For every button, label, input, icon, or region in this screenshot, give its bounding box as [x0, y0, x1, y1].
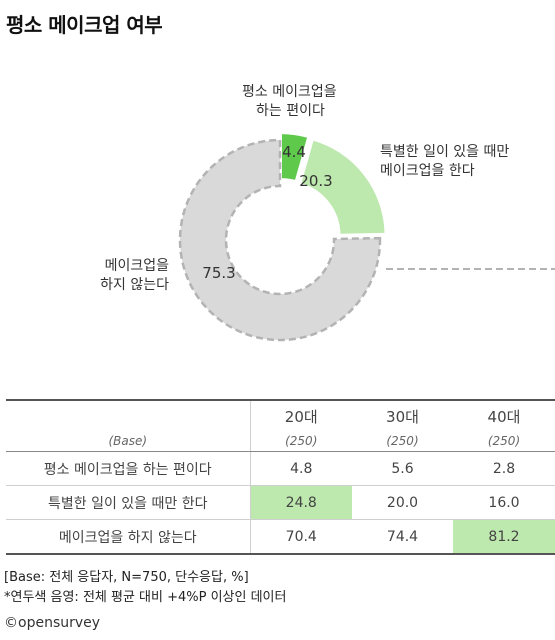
- table-row: 평소 메이크업을 하는 편이다 4.8 5.6 2.8: [6, 451, 555, 486]
- slice-value-none: 75.3: [202, 264, 235, 282]
- column-header-1: 30대: [352, 399, 453, 431]
- table-cell: 74.4: [352, 519, 453, 555]
- table-cell: 2.8: [453, 451, 555, 486]
- donut-slice-regular: [279, 132, 310, 183]
- table-cell: 5.6: [352, 451, 453, 486]
- header-corner-cell: [6, 399, 251, 431]
- slice-value-regular: 4.4: [282, 143, 306, 161]
- row-label: 메이크업을 하지 않는다: [6, 519, 251, 555]
- row-label: 평소 메이크업을 하는 편이다: [6, 451, 251, 486]
- base-note: [Base: 전체 응답자, N=750, 단수응답, %]: [4, 570, 249, 585]
- table-cell: 20.0: [352, 485, 453, 520]
- slice-label-none: 메이크업을 하지 않는다: [100, 258, 169, 293]
- base-count-2: (250): [453, 431, 555, 452]
- table-cell: 70.4: [250, 519, 352, 555]
- table-header-row: 20대 30대 40대: [6, 399, 555, 431]
- donut-slice-occasional: [299, 138, 387, 236]
- row-label: 특별한 일이 있을 때만 한다: [6, 485, 251, 520]
- breakdown-table: 20대 30대 40대 (Base) (250) (250) (250) 평소 메이크업을 하…: [6, 399, 555, 555]
- table-cell: 16.0: [453, 485, 555, 520]
- slice-label-occasional: 특별한 일이 있을 때만 메이크업을 한다: [380, 144, 509, 179]
- base-count-1: (250): [352, 431, 453, 452]
- column-header-0: 20대: [250, 399, 352, 431]
- table-cell: 81.2: [453, 519, 555, 555]
- table-base-row: (Base) (250) (250) (250): [6, 431, 555, 452]
- chart-title: 평소 메이크업 여부: [6, 13, 163, 37]
- donut-chart: 4.4 평소 메이크업을 하는 편이다 20.3 특별한 일이 있을 때만 메이크업을 한…: [100, 84, 555, 342]
- donut-slice-none: [178, 138, 382, 342]
- slice-value-occasional: 20.3: [299, 172, 332, 190]
- table-cell: 24.8: [250, 485, 352, 520]
- base-count-0: (250): [250, 431, 352, 452]
- table-row: 특별한 일이 있을 때만 한다 24.8 20.0 16.0: [6, 485, 555, 520]
- table-row: 메이크업을 하지 않는다 70.4 74.4 81.2: [6, 519, 555, 555]
- brand-logo: ©opensurvey: [4, 615, 101, 631]
- column-header-2: 40대: [453, 399, 555, 431]
- base-label-cell: (Base): [6, 431, 251, 452]
- slice-label-regular: 평소 메이크업을 하는 편이다: [242, 84, 337, 119]
- breakdown-table-container: 20대 30대 40대 (Base) (250) (250) (250) 평소 메이크업을 하…: [6, 399, 555, 555]
- table-cell: 4.8: [250, 451, 352, 486]
- color-note: *연두색 음영: 전체 평균 대비 +4%P 이상인 데이터: [4, 590, 287, 605]
